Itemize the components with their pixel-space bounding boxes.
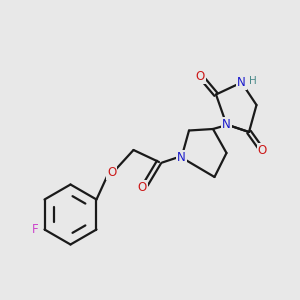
Text: N: N (237, 76, 246, 89)
Text: N: N (222, 118, 231, 131)
Text: O: O (258, 144, 267, 157)
Text: H: H (249, 76, 256, 86)
Text: O: O (107, 166, 116, 179)
Text: N: N (177, 151, 186, 164)
Text: O: O (196, 70, 205, 83)
Text: F: F (32, 223, 39, 236)
Text: O: O (138, 181, 147, 194)
